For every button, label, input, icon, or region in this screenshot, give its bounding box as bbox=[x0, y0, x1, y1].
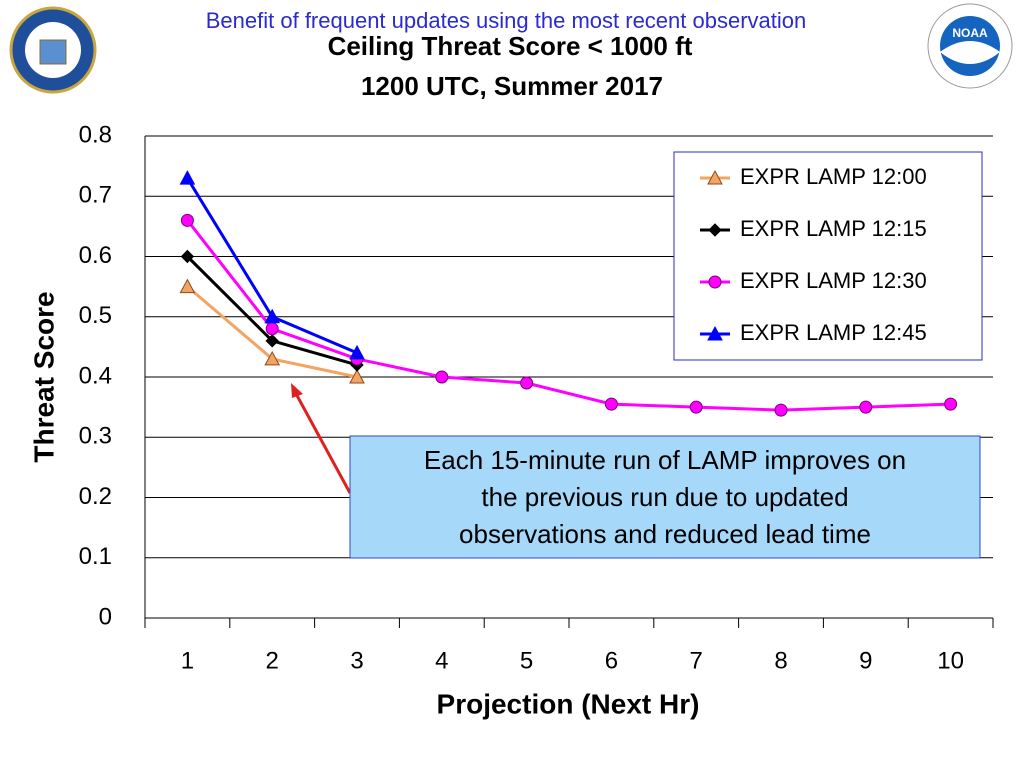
x-axis-label: Projection (Next Hr) bbox=[437, 688, 700, 719]
x-tick-label: 9 bbox=[859, 647, 872, 674]
y-tick-label: 0.4 bbox=[79, 362, 112, 389]
y-tick-label: 0.1 bbox=[79, 543, 112, 570]
x-tick-label: 6 bbox=[605, 647, 618, 674]
noaa-text: NOAA bbox=[952, 26, 988, 40]
y-tick-label: 0.8 bbox=[79, 121, 112, 148]
data-point bbox=[180, 249, 195, 264]
y-tick-label: 0.3 bbox=[79, 423, 112, 450]
data-point bbox=[604, 397, 618, 411]
series-line bbox=[186, 219, 951, 412]
y-tick-label: 0.6 bbox=[79, 242, 112, 269]
data-point bbox=[265, 322, 279, 336]
x-tick-label: 7 bbox=[690, 647, 703, 674]
legend-box bbox=[673, 151, 983, 361]
y-tick-label: 0.5 bbox=[79, 302, 112, 329]
data-point bbox=[520, 376, 534, 390]
x-tick-label: 4 bbox=[435, 647, 448, 674]
x-tick-label: 10 bbox=[937, 647, 964, 674]
data-point bbox=[179, 170, 196, 185]
annotation-box bbox=[349, 435, 981, 559]
annotation-text: observations and reduced lead time bbox=[459, 519, 871, 549]
x-tick-label: 8 bbox=[774, 647, 787, 674]
x-tick-label: 1 bbox=[181, 647, 194, 674]
data-point bbox=[689, 400, 703, 414]
y-tick-label: 0.7 bbox=[79, 182, 112, 209]
data-point bbox=[859, 400, 873, 414]
chart-subtitle: 1200 UTC, Summer 2017 bbox=[361, 71, 663, 101]
data-point bbox=[179, 278, 196, 294]
legend-label: EXPR LAMP 12:30 bbox=[740, 268, 927, 293]
data-point bbox=[349, 344, 365, 360]
legend-marker bbox=[708, 223, 722, 237]
annotation-text: the previous run due to updated bbox=[481, 482, 848, 512]
legend-label: EXPR LAMP 12:00 bbox=[740, 164, 927, 189]
data-point bbox=[265, 334, 279, 348]
x-tick-label: 5 bbox=[520, 647, 533, 674]
legend-label: EXPR LAMP 12:15 bbox=[740, 216, 927, 241]
noaa-logo: NOAA bbox=[927, 3, 1013, 89]
data-point bbox=[774, 403, 788, 417]
data-point bbox=[264, 350, 281, 366]
arrow-head bbox=[291, 383, 303, 398]
legend-marker bbox=[707, 325, 723, 341]
arrow-shaft bbox=[292, 389, 352, 494]
commerce-logo bbox=[9, 6, 97, 94]
legend-marker bbox=[708, 275, 722, 289]
data-point bbox=[435, 370, 449, 384]
data-point bbox=[264, 308, 281, 324]
y-tick-label: 0.2 bbox=[79, 483, 112, 510]
data-point bbox=[349, 368, 365, 384]
x-tick-label: 3 bbox=[350, 647, 363, 674]
annotation-text: Each 15-minute run of LAMP improves on bbox=[424, 445, 906, 475]
legend-label: EXPR LAMP 12:45 bbox=[740, 320, 927, 345]
data-point bbox=[944, 397, 958, 411]
data-point bbox=[180, 213, 194, 227]
x-tick-label: 2 bbox=[266, 647, 279, 674]
chart-title: Ceiling Threat Score < 1000 ft bbox=[328, 31, 693, 61]
legend-marker bbox=[707, 169, 723, 185]
y-tick-label: 0 bbox=[99, 603, 112, 630]
y-axis-label: Threat Score bbox=[28, 291, 59, 462]
header: Benefit of frequent updates using the mo… bbox=[206, 8, 807, 33]
